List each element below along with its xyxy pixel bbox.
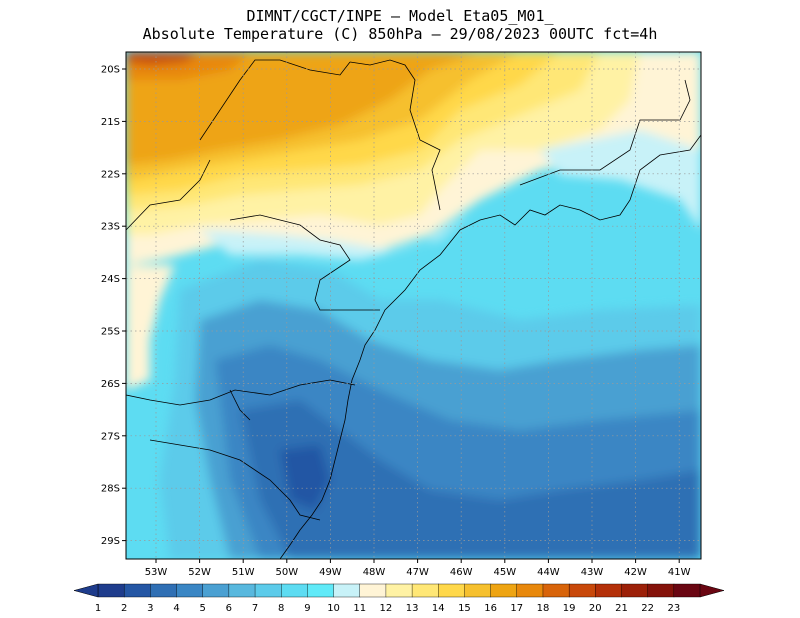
colorbar-swatch	[176, 583, 204, 598]
band-5	[240, 400, 701, 559]
colorbar-swatch	[438, 583, 465, 598]
lon-label: 50W	[275, 567, 298, 578]
lat-label: 26S	[101, 379, 120, 390]
lon-label: 41W	[668, 567, 691, 578]
lon-label: 45W	[493, 567, 516, 578]
country-border-w	[126, 159, 211, 231]
lon-label: 42W	[624, 567, 647, 578]
colorbar-label: 9	[304, 603, 310, 614]
colorbar-label: 16	[484, 603, 497, 614]
lon-label: 48W	[363, 567, 386, 578]
colorbar-label: 21	[615, 603, 628, 614]
colorbar-label: 15	[458, 603, 471, 614]
state-border-sp-pr	[229, 214, 380, 311]
colorbar-label: 11	[353, 603, 366, 614]
band-10	[200, 215, 470, 260]
colorbar-swatch	[123, 583, 151, 598]
colorbar-swatch	[464, 583, 492, 598]
colorbar-label: 19	[563, 603, 576, 614]
colorbar-label: 10	[327, 603, 340, 614]
colorbar-label: 7	[252, 603, 258, 614]
band-17	[126, 52, 480, 165]
lon-label: 43W	[581, 567, 604, 578]
grid-lines	[126, 52, 701, 559]
colorbar-swatch	[595, 583, 622, 598]
colorbar-label: 3	[147, 603, 153, 614]
lat-label: 20S	[101, 65, 120, 76]
lat-label: 21S	[101, 117, 120, 128]
colorbar-swatch	[568, 583, 596, 598]
lat-label: 22S	[101, 169, 120, 180]
temperature-field	[126, 52, 701, 559]
state-border-sc-rs	[149, 439, 321, 521]
lat-label: 24S	[101, 274, 120, 285]
lon-label: 47W	[406, 567, 429, 578]
colorbar-swatch	[97, 583, 125, 598]
colorbar-label: 14	[432, 603, 445, 614]
longitude-labels: 53W 52W 51W 50W 49W 48W 47W 46W 45W 44W 43W 42W 41W	[145, 559, 691, 578]
band-4	[280, 445, 330, 510]
colorbar-label: 13	[406, 603, 419, 614]
band-w-12	[126, 265, 175, 390]
title-line-1: DIMNT/CGCT/INPE – Model Eta05_M01_	[246, 7, 554, 25]
lon-label: 49W	[319, 567, 342, 578]
colorbar-swatch	[647, 583, 675, 598]
colorbar-swatch	[490, 583, 518, 598]
state-border-mg-rj	[519, 79, 691, 186]
colorbar-swatch	[516, 583, 544, 598]
colorbar-label: 2	[121, 603, 127, 614]
lon-label: 44W	[537, 567, 560, 578]
colorbar-arrow-left	[73, 583, 99, 598]
coastlines-borders	[126, 59, 701, 559]
lon-label: 51W	[232, 567, 255, 578]
lat-label: 27S	[101, 431, 120, 442]
plot-frame	[125, 51, 702, 560]
colorbar-label: 18	[537, 603, 550, 614]
state-border-pr-sc	[126, 379, 356, 406]
colorbar-label: 12	[380, 603, 393, 614]
river-interior	[229, 389, 251, 421]
colorbar-swatch	[621, 583, 649, 598]
latitude-labels: 20S 21S 22S 23S 24S 25S 26S 27S 28S 29S	[101, 65, 126, 547]
colorbar-swatch	[542, 583, 570, 598]
colorbar-label: 6	[226, 603, 232, 614]
lat-label: 29S	[101, 536, 120, 547]
colorbar-swatch	[150, 583, 178, 598]
colorbar-label: 23	[667, 603, 680, 614]
lon-label: 53W	[145, 567, 168, 578]
colorbar-swatch	[254, 583, 282, 598]
colorbar-label: 1	[95, 603, 101, 614]
title-line-2: Absolute Temperature (C) 850hPa – 29/08/…	[142, 25, 658, 43]
colorbar-swatch	[385, 583, 413, 598]
coastline	[279, 134, 701, 559]
colorbar-swatch	[359, 583, 387, 598]
colorbar-swatch	[307, 583, 335, 598]
colorbar: 1 2 3 4 5 6 7 8 9 10 11 12 13 14 15 16 17 18 19 20 21 22 23	[73, 583, 725, 614]
colorbar-swatch	[281, 583, 308, 598]
colorbar-label: 17	[510, 603, 523, 614]
colorbar-swatch	[411, 583, 439, 598]
colorbar-arrow-right	[699, 583, 725, 598]
colorbar-swatch	[333, 583, 361, 598]
colorbar-swatch	[202, 583, 230, 598]
colorbar-label: 20	[589, 603, 602, 614]
colorbar-label: 8	[278, 603, 284, 614]
band-4b	[450, 520, 640, 559]
state-border-sp-rj	[349, 59, 441, 211]
state-border-ms-sp	[199, 59, 351, 141]
lat-label: 25S	[101, 327, 120, 338]
colorbar-label: 4	[173, 603, 179, 614]
lat-label: 23S	[101, 222, 120, 233]
colorbar-swatch	[228, 583, 256, 598]
colorbar-label: 5	[200, 603, 206, 614]
lon-label: 46W	[450, 567, 473, 578]
band-20	[126, 52, 200, 65]
lat-label: 28S	[101, 484, 120, 495]
colorbar-label: 22	[641, 603, 654, 614]
lon-label: 52W	[188, 567, 211, 578]
band-ne-12	[635, 52, 701, 150]
colorbar-swatch	[673, 583, 701, 598]
